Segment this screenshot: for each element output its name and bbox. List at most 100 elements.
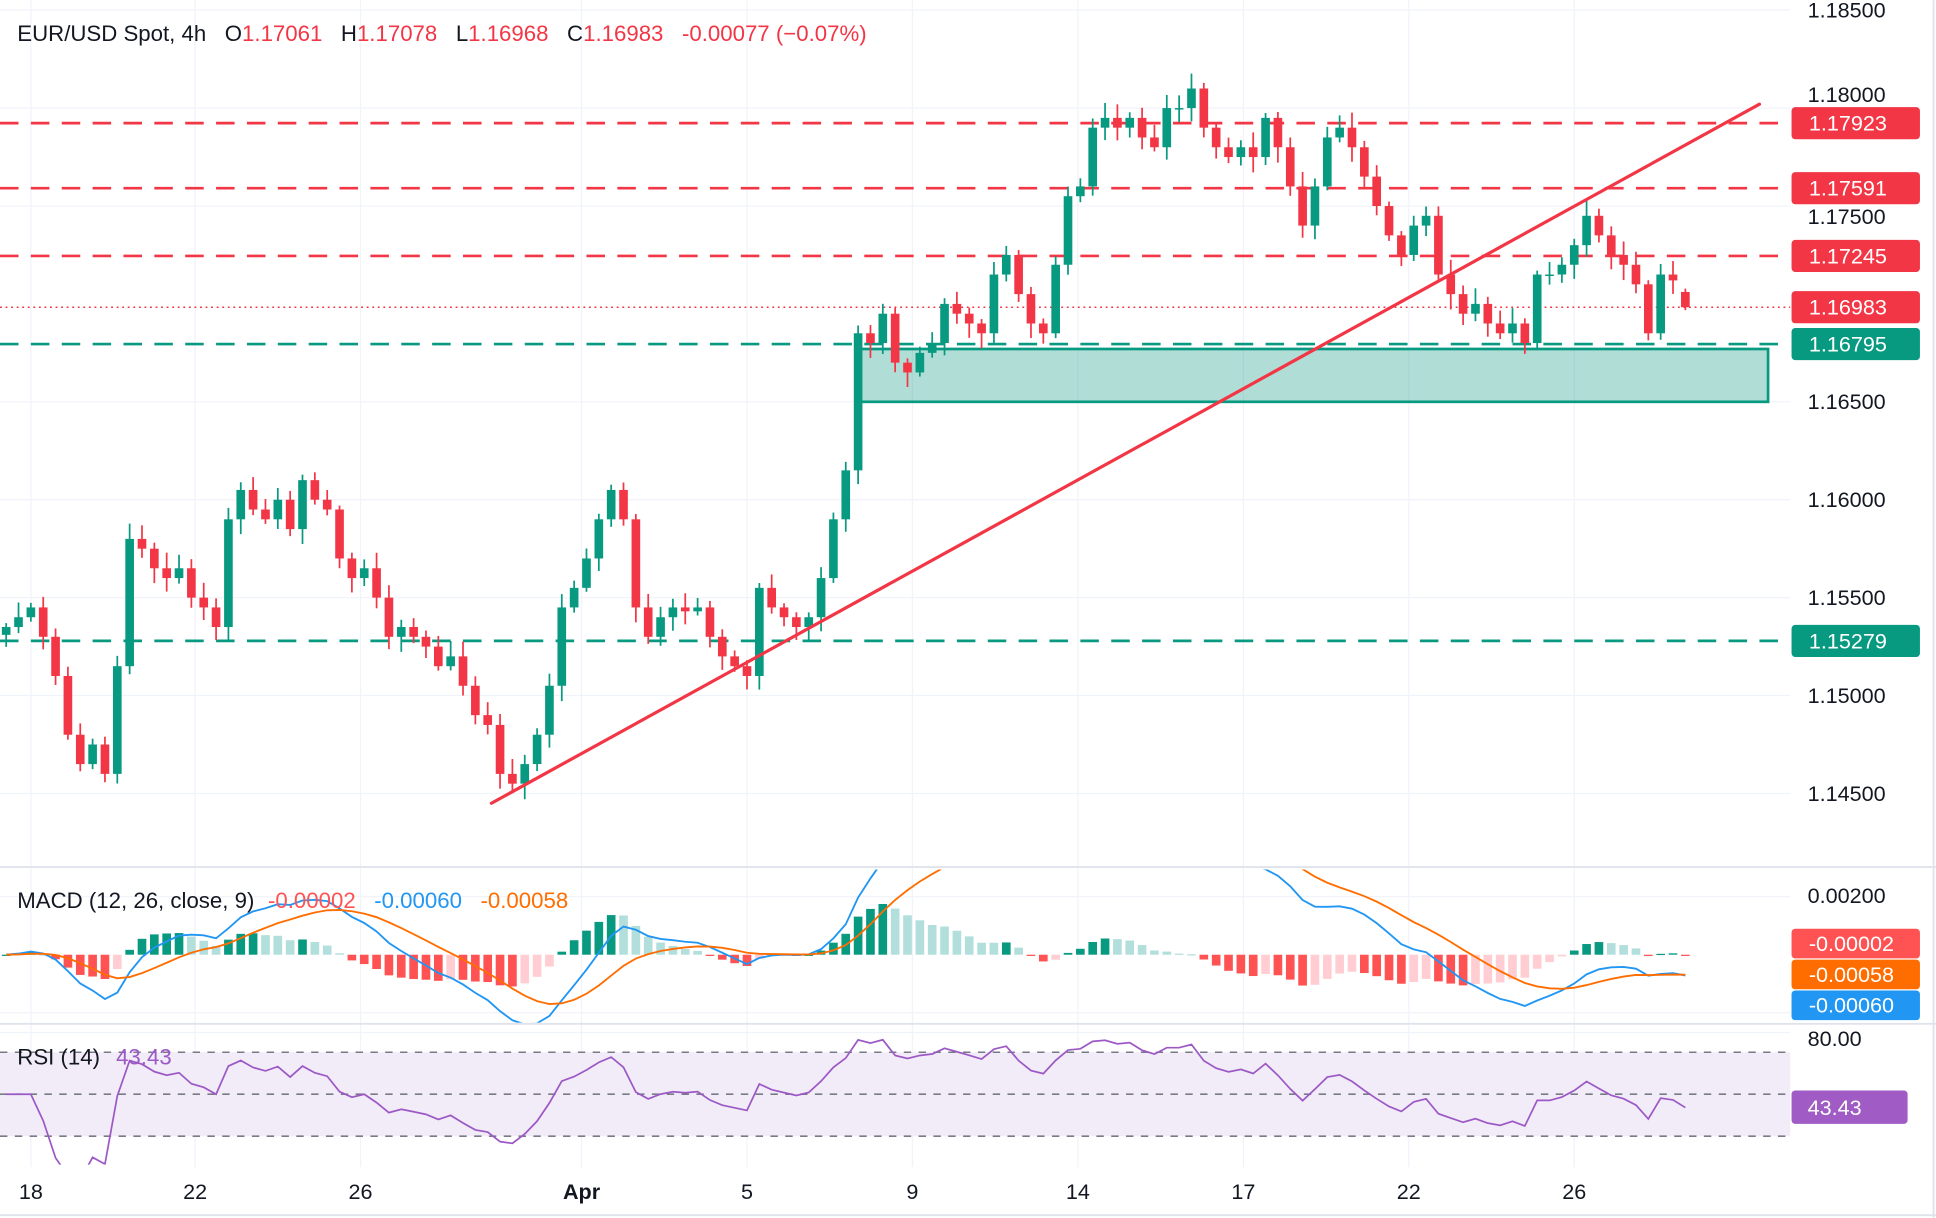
candle-body bbox=[606, 489, 616, 520]
candle-body bbox=[1582, 215, 1591, 246]
price-pane[interactable] bbox=[0, 73, 1791, 805]
macd-histogram-bar bbox=[1063, 952, 1073, 955]
macd-histogram-bar bbox=[137, 938, 147, 955]
price-level-tag-text: 1.15279 bbox=[1809, 628, 1887, 653]
candle-body bbox=[1483, 303, 1493, 324]
candle-body bbox=[310, 480, 320, 500]
macd-histogram-bar bbox=[211, 945, 221, 955]
macd-histogram-bar bbox=[1199, 954, 1209, 960]
price-axis[interactable]: 1.18500 1.18000 1.17500 1.16500 1.16000 1.155… bbox=[1808, 0, 1886, 806]
candle bbox=[804, 612, 814, 640]
macd-histogram-bar bbox=[693, 950, 702, 955]
candle-body bbox=[409, 627, 418, 637]
candle bbox=[384, 585, 394, 650]
candle-body bbox=[224, 519, 233, 628]
macd-histogram-bar bbox=[310, 941, 320, 955]
macd-histogram-bar bbox=[520, 954, 530, 984]
macd-histogram-bar bbox=[335, 953, 344, 955]
candle-body bbox=[446, 656, 455, 667]
macd-histogram-bar bbox=[1434, 954, 1443, 982]
open-value: 1.17061 bbox=[242, 21, 322, 46]
candle bbox=[1471, 288, 1480, 322]
macd-histogram-bar bbox=[409, 954, 418, 980]
candle-body bbox=[569, 587, 579, 608]
candle-body bbox=[915, 352, 925, 373]
price-tick-label: 1.17500 bbox=[1808, 204, 1886, 229]
candle-body bbox=[1495, 323, 1505, 334]
candle bbox=[174, 554, 184, 584]
candle-body bbox=[816, 578, 826, 618]
macd-histogram-bar bbox=[1162, 951, 1172, 955]
candle-body bbox=[1360, 147, 1369, 177]
macd-histogram-bar bbox=[508, 954, 517, 987]
macd-histogram-bar bbox=[668, 945, 678, 955]
candle bbox=[51, 628, 60, 685]
candle-body bbox=[384, 597, 394, 637]
ohlc-legend: EUR/USD Spot, 4h O1.17061 H1.17078 L1.16… bbox=[17, 21, 866, 46]
candle bbox=[162, 552, 172, 592]
date-label: 17 bbox=[1231, 1179, 1255, 1204]
date-axis[interactable]: 18 22 26 Apr 5 9 14 17 22 26 bbox=[19, 1179, 1586, 1204]
candle bbox=[1372, 165, 1382, 216]
candle bbox=[606, 484, 616, 527]
macd-histogram-bar bbox=[285, 940, 295, 955]
macd-histogram-bar bbox=[1273, 954, 1283, 976]
candle-body bbox=[88, 744, 97, 765]
macd-histogram-bar bbox=[1643, 954, 1653, 956]
trendline[interactable] bbox=[489, 102, 1762, 805]
macd-histogram-bar bbox=[1, 954, 11, 956]
candle-body bbox=[1508, 323, 1517, 334]
candle-body bbox=[717, 636, 727, 657]
candle-body bbox=[1434, 215, 1443, 275]
candle-body bbox=[1187, 88, 1196, 109]
candle bbox=[347, 552, 357, 593]
price-level-tag bbox=[1791, 291, 1920, 324]
candle bbox=[569, 580, 579, 613]
candle bbox=[1137, 107, 1147, 150]
candle-body bbox=[829, 519, 838, 579]
candle bbox=[767, 574, 777, 614]
macd-histogram-bar bbox=[643, 936, 653, 955]
price-tick-label: 1.18000 bbox=[1808, 82, 1886, 107]
price-level-tag bbox=[1791, 239, 1920, 272]
date-label: 22 bbox=[1397, 1179, 1421, 1204]
candle bbox=[1434, 206, 1443, 280]
support-zone-box[interactable] bbox=[856, 347, 1770, 404]
rsi-axis-tick: 80.00 bbox=[1808, 1026, 1862, 1051]
price-level-tag-text: 1.17591 bbox=[1809, 176, 1887, 201]
candle-body bbox=[1137, 117, 1147, 138]
candle bbox=[1100, 103, 1110, 141]
macd-histogram-bar bbox=[1150, 950, 1159, 955]
candle bbox=[1532, 270, 1542, 350]
high-label: H bbox=[341, 21, 357, 46]
candle-body bbox=[557, 607, 567, 686]
candle bbox=[1582, 200, 1591, 257]
candle-body bbox=[668, 607, 678, 618]
macd-histogram-bar bbox=[51, 954, 60, 960]
candle-body bbox=[1335, 127, 1344, 138]
macd-histogram-bar bbox=[1236, 954, 1246, 974]
macd-pane[interactable] bbox=[1, 818, 1690, 1025]
candle-body bbox=[1532, 274, 1542, 344]
candle bbox=[1174, 95, 1184, 123]
macd-line bbox=[6, 869, 1686, 1023]
rsi-pane[interactable] bbox=[0, 1038, 1791, 1180]
candle bbox=[1076, 178, 1085, 203]
macd-histogram-bar bbox=[224, 939, 233, 955]
candle-body bbox=[767, 587, 777, 608]
change-value: -0.00077 (−0.07%) bbox=[682, 21, 867, 46]
candle bbox=[1162, 94, 1172, 160]
macd-histogram-bar bbox=[1026, 954, 1036, 956]
candle-body bbox=[471, 685, 480, 716]
macd-histogram-bar bbox=[582, 930, 591, 955]
candle-body bbox=[693, 607, 702, 612]
candle-body bbox=[1076, 186, 1085, 197]
candle-body bbox=[878, 313, 888, 344]
macd-histogram-bar bbox=[483, 954, 493, 983]
price-level-tag-text: 1.17923 bbox=[1809, 111, 1887, 136]
macd-histogram-bar bbox=[1038, 954, 1048, 962]
candle bbox=[1261, 113, 1270, 166]
macd-histogram-bar bbox=[359, 954, 369, 965]
candle bbox=[1668, 261, 1678, 294]
